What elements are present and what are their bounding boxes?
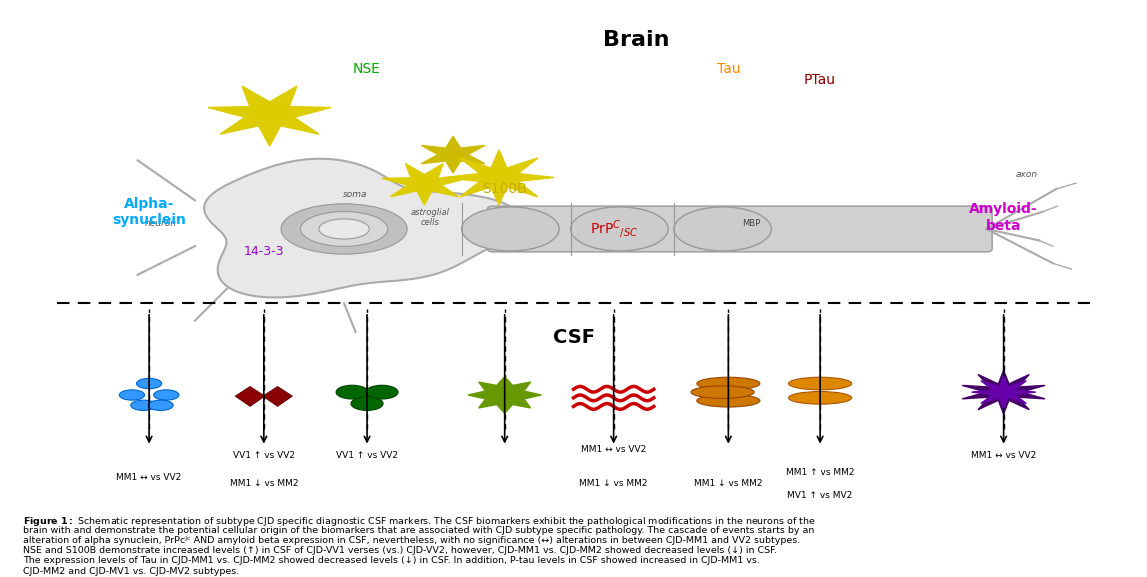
Polygon shape [382,164,467,205]
Text: NSE: NSE [353,62,381,76]
Text: MV1 ↑ vs MV2: MV1 ↑ vs MV2 [788,490,852,500]
Text: CJD-MM2 and CJD-MV1 vs. CJD-MV2 subtypes.: CJD-MM2 and CJD-MV1 vs. CJD-MV2 subtypes… [23,567,240,576]
FancyBboxPatch shape [487,206,992,252]
Text: PrP$^{C}$$_{/SC}$: PrP$^{C}$$_{/SC}$ [590,218,638,240]
Ellipse shape [697,377,760,390]
Ellipse shape [351,397,383,410]
Text: neuron: neuron [145,219,177,228]
Ellipse shape [697,395,760,407]
Text: MBP: MBP [742,219,760,228]
Polygon shape [468,377,541,413]
Ellipse shape [136,379,162,389]
Text: MM1 ↓ vs MM2: MM1 ↓ vs MM2 [579,479,648,488]
Polygon shape [972,376,1036,408]
Ellipse shape [281,204,407,254]
Ellipse shape [148,400,173,410]
Text: Brain: Brain [603,30,670,50]
Text: PTau: PTau [804,73,836,87]
Text: Alpha-
synuclein: Alpha- synuclein [112,197,186,227]
Text: VV1 ↑ vs VV2: VV1 ↑ vs VV2 [233,451,295,460]
Ellipse shape [570,207,668,251]
Ellipse shape [301,212,388,246]
Ellipse shape [131,400,156,410]
Polygon shape [263,387,292,406]
Text: alteration of alpha synuclein, PrPᴄᴶᶜ AND amyloid beta expression in CSF, nevert: alteration of alpha synuclein, PrPᴄᴶᶜ AN… [23,536,801,545]
Text: MM1 ↓ vs MM2: MM1 ↓ vs MM2 [694,479,763,488]
Text: astroglial
cells: astroglial cells [411,208,450,227]
Ellipse shape [154,390,179,400]
Text: NSE and S100B demonstrate increased levels (↑) in CSF of CJD-VV1 verses (vs.) CJ: NSE and S100B demonstrate increased leve… [23,546,777,555]
Ellipse shape [319,219,369,239]
Ellipse shape [366,385,398,399]
Polygon shape [444,150,554,205]
Polygon shape [204,159,520,297]
Text: $\bf{Figure\ 1:}$ Schematic representation of subtype CJD specific diagnostic CS: $\bf{Figure\ 1:}$ Schematic representati… [23,515,816,528]
Ellipse shape [674,207,772,251]
Text: The expression levels of Tau in CJD-MM1 vs. CJD-MM2 showed decreased levels (↓) : The expression levels of Tau in CJD-MM1 … [23,556,759,565]
Text: MM1 ↔ vs VV2: MM1 ↔ vs VV2 [582,445,646,454]
Text: Amyloid-
beta: Amyloid- beta [969,203,1038,233]
Text: MM1 ↓ vs MM2: MM1 ↓ vs MM2 [229,479,298,488]
Ellipse shape [461,207,560,251]
Polygon shape [421,136,485,173]
Text: brain with and demonstrate the potential cellular origin of the biomarkers that : brain with and demonstrate the potential… [23,526,814,534]
Text: VV1 ↑ vs VV2: VV1 ↑ vs VV2 [336,451,398,460]
Polygon shape [962,370,1045,414]
Text: S100B: S100B [482,182,528,196]
Ellipse shape [336,385,368,399]
Ellipse shape [690,386,755,399]
Polygon shape [208,86,331,146]
Text: 14-3-3: 14-3-3 [243,245,284,258]
Text: CSF: CSF [553,328,594,347]
Text: soma: soma [343,190,368,199]
Ellipse shape [119,390,145,400]
Polygon shape [235,387,265,406]
Text: MM1 ↑ vs MM2: MM1 ↑ vs MM2 [786,468,855,477]
Ellipse shape [789,392,851,404]
Text: MM1 ↔ vs VV2: MM1 ↔ vs VV2 [117,474,181,482]
Ellipse shape [789,377,851,390]
Text: MM1 ↔ vs VV2: MM1 ↔ vs VV2 [972,451,1036,460]
Text: Tau: Tau [717,62,740,76]
Text: axon: axon [1015,170,1038,179]
